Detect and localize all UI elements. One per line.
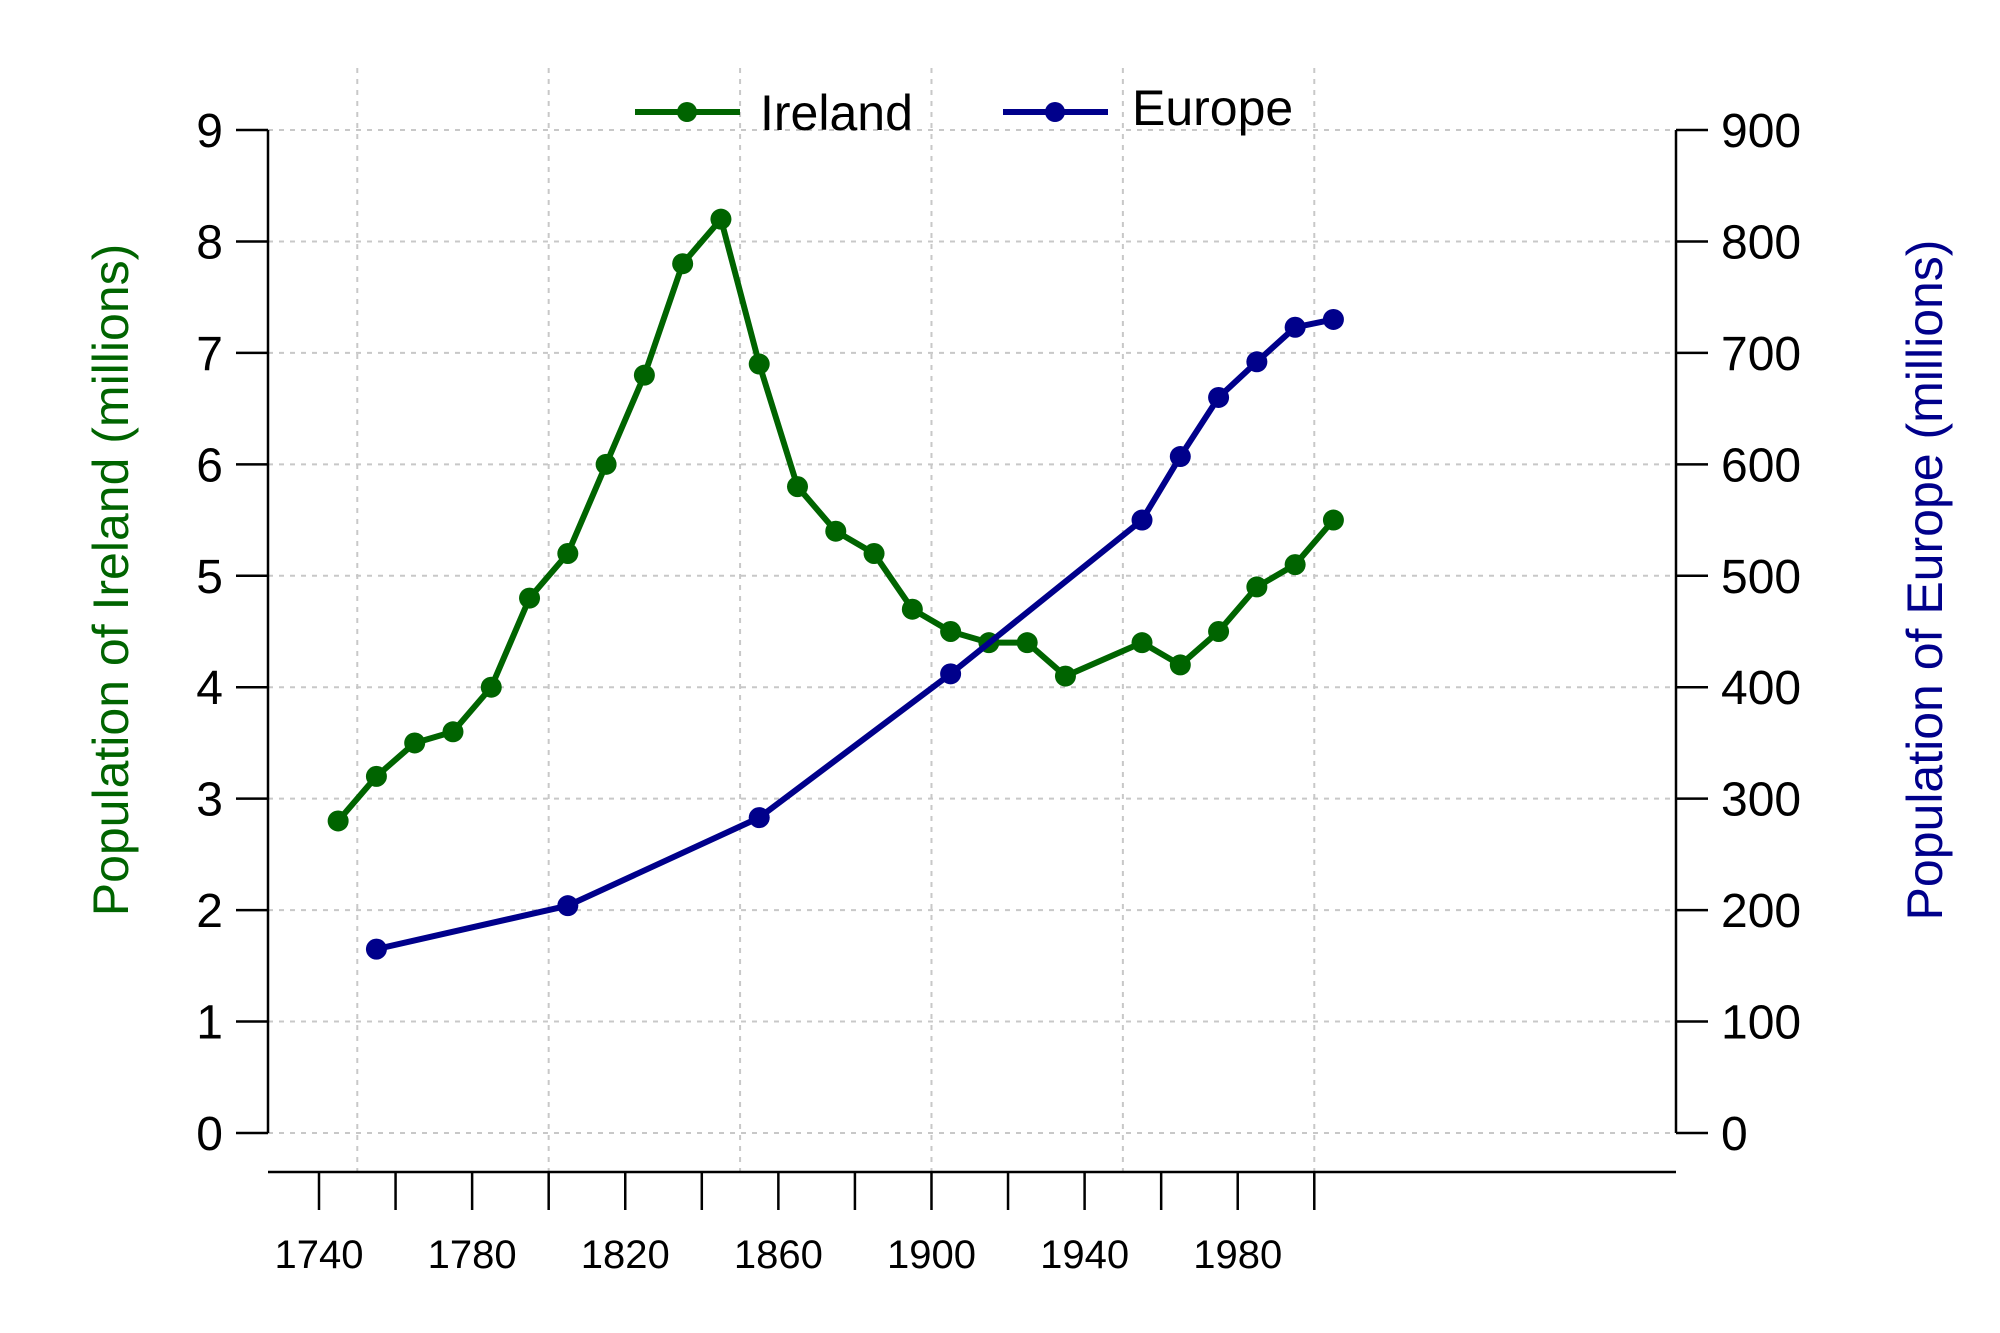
axes: 0 1 2 3 4 5 6 7 8 9 0 100 200 300 400 500 600 700 800 900 17… [196, 105, 1801, 1277]
data-point-ireland [1246, 576, 1268, 598]
data-point-ireland [1131, 632, 1153, 654]
legend: Ireland Europe [635, 80, 1293, 141]
x-tick-label: 1980 [1193, 1233, 1282, 1277]
data-point-ireland [633, 364, 655, 386]
y-tick-label-right: 100 [1721, 997, 1801, 1050]
data-point-europe [1284, 316, 1306, 338]
x-tick-label: 1900 [887, 1233, 976, 1277]
data-point-ireland [557, 542, 579, 564]
legend-europe-marker [1045, 102, 1065, 122]
y-axis-left-title: Population of Ireland (millions) [83, 244, 139, 917]
y-tick-label-left: 2 [196, 885, 223, 938]
grid [268, 68, 1676, 1172]
data-point-ireland [1208, 621, 1230, 642]
data-point-ireland [1054, 665, 1076, 687]
data-point-ireland [787, 476, 808, 498]
y-tick-label-right: 400 [1721, 662, 1801, 715]
data-point-ireland [748, 353, 770, 375]
data-point-ireland [672, 253, 694, 275]
x-tick-label: 1860 [734, 1233, 823, 1277]
data-point-ireland [1322, 509, 1344, 531]
y-tick-label-right: 0 [1721, 1108, 1748, 1161]
data-point-ireland [327, 810, 349, 832]
data-point-europe [1322, 308, 1344, 330]
y-tick-label-right: 600 [1721, 439, 1801, 492]
y-tick-label-left: 4 [196, 662, 223, 715]
y-tick-label-left: 8 [196, 216, 223, 269]
data-point-ireland [595, 453, 617, 475]
data-point-europe [365, 938, 387, 960]
data-point-ireland [1169, 654, 1191, 676]
data-point-ireland [901, 598, 923, 620]
data-point-europe [1208, 386, 1230, 408]
data-point-ireland [825, 520, 847, 542]
x-tick-label: 1780 [428, 1233, 517, 1277]
y-axis-right-title: Population of Europe (millions) [1897, 240, 1953, 921]
data-point-ireland [519, 587, 541, 609]
y-tick-label-left: 0 [196, 1108, 223, 1161]
legend-ireland-label: Ireland [760, 85, 913, 141]
data-point-europe [748, 807, 770, 829]
series-europe [365, 308, 1344, 960]
data-point-europe [940, 663, 962, 685]
x-tick-label: 1740 [275, 1233, 364, 1277]
x-tick-label: 1820 [581, 1233, 670, 1277]
data-point-ireland [710, 208, 732, 230]
data-point-europe [1169, 446, 1191, 468]
y-tick-label-right: 900 [1721, 105, 1801, 158]
y-tick-label-right: 200 [1721, 885, 1801, 938]
data-point-ireland [480, 676, 502, 698]
data-point-ireland [365, 765, 387, 787]
data-point-ireland [442, 721, 464, 743]
data-point-ireland [1016, 632, 1038, 654]
y-tick-label-left: 9 [196, 105, 223, 158]
x-tick-label: 1940 [1040, 1233, 1129, 1277]
series-line-europe [375, 316, 1335, 953]
y-tick-label-left: 5 [196, 551, 223, 604]
legend-europe-label: Europe [1132, 80, 1293, 136]
y-tick-label-left: 6 [196, 439, 223, 492]
data-point-ireland [940, 621, 962, 642]
y-tick-label-left: 7 [196, 328, 223, 381]
data-point-europe [557, 895, 579, 917]
data-point-ireland [1284, 554, 1306, 576]
series-ireland [327, 208, 1344, 832]
series-line-ireland [335, 216, 1336, 823]
data-point-ireland [404, 732, 426, 754]
data-point-europe [1131, 509, 1153, 531]
series [327, 208, 1344, 960]
y-tick-label-left: 3 [196, 774, 223, 827]
y-tick-label-right: 500 [1721, 551, 1801, 604]
legend-ireland-marker [677, 102, 697, 122]
y-tick-label-right: 800 [1721, 216, 1801, 269]
y-tick-label-right: 300 [1721, 774, 1801, 827]
y-tick-label-left: 1 [196, 997, 223, 1050]
y-tick-label-right: 700 [1721, 328, 1801, 381]
data-point-europe [1246, 351, 1268, 373]
data-point-ireland [863, 542, 885, 564]
